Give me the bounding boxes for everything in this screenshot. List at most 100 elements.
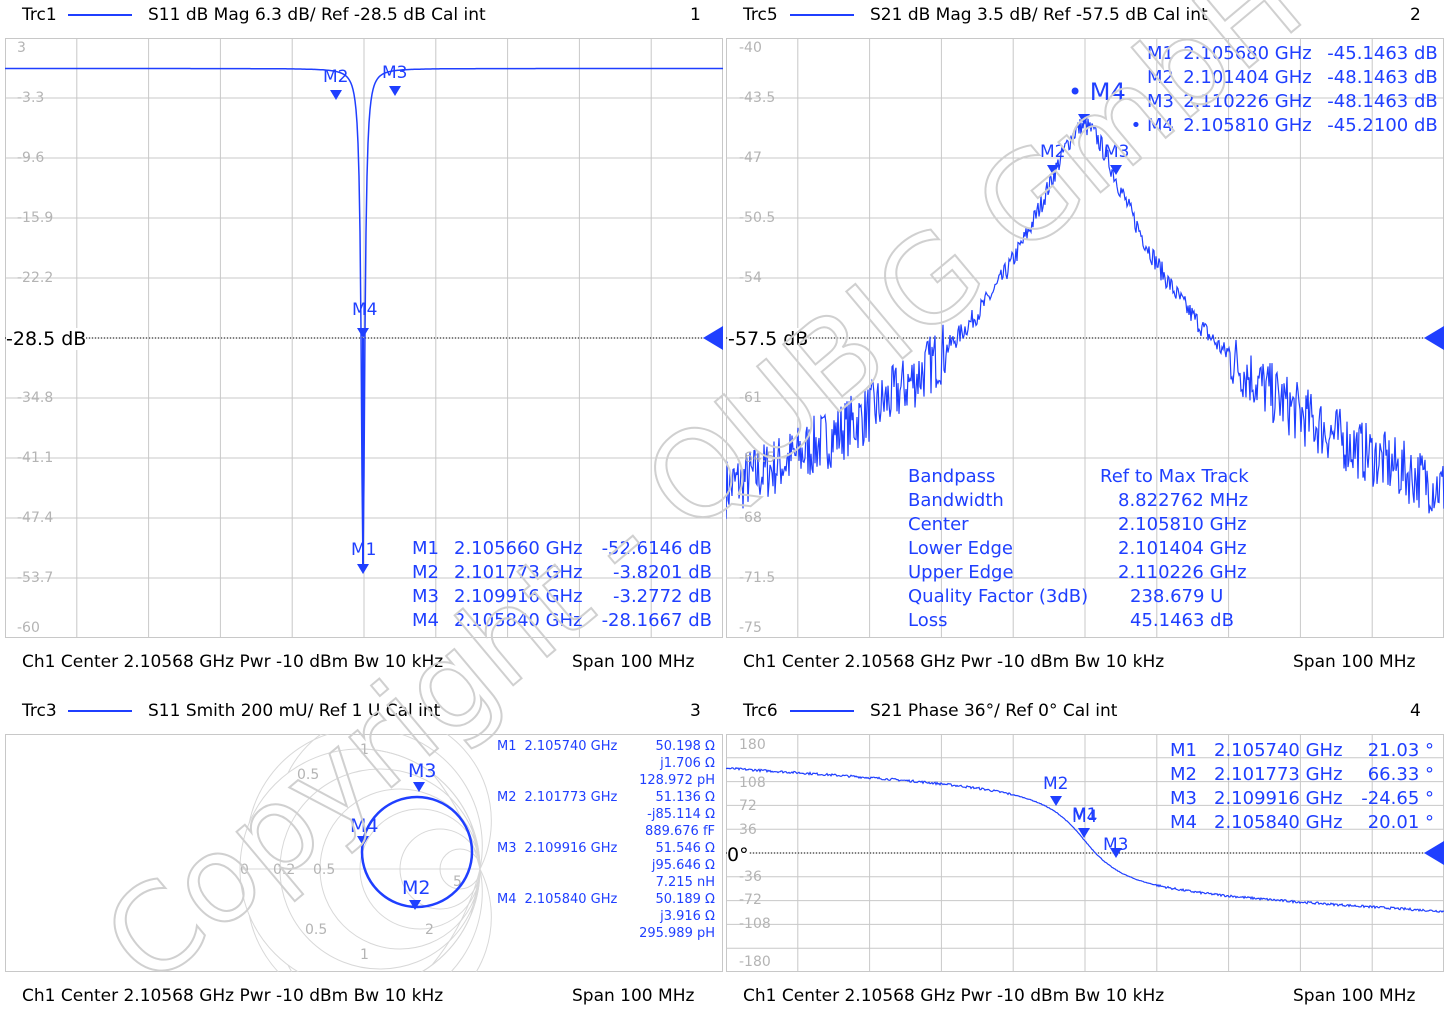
marker-row: 128.972 pH [639, 773, 715, 788]
reference-arrow [1424, 841, 1444, 865]
marker-m4-triangle [357, 328, 369, 338]
y-tick: -36 [739, 869, 762, 885]
channel-info[interactable]: Ch1 Center 2.10568 GHz Pwr -10 dBm Bw 10… [743, 652, 1165, 672]
trace-name[interactable]: Trc6 [743, 701, 778, 721]
bandpass-row: Upper Edge 2.110226 GHz [908, 562, 1247, 583]
channel-info[interactable]: Ch1 Center 2.10568 GHz Pwr -10 dBm Bw 10… [743, 986, 1165, 1006]
marker-label-m3[interactable]: M3 [1103, 835, 1129, 855]
marker-row: M3 2.109916 GHz 51.546 Ω [497, 841, 715, 856]
marker-label-m4[interactable]: • M4 [1068, 78, 1126, 106]
span-info[interactable]: Span 100 MHz [572, 986, 695, 1006]
marker-m2-triangle [330, 90, 342, 100]
marker-row: M1 2.105660 GHz -52.6146 dB [412, 538, 712, 559]
smith-chart-area[interactable]: 0 0.2 0.5 0.5 1 0.5 1 2 5 [5, 734, 723, 972]
y-tick: -40 [739, 40, 762, 56]
marker-label-m2[interactable]: M2 [1043, 774, 1069, 794]
marker-row: M3 2.109916 GHz -24.65 ° [1170, 788, 1434, 809]
trace-name[interactable]: Trc3 [22, 701, 57, 721]
smith-reactance-arc [248, 868, 483, 972]
diagram-area-1[interactable] [5, 38, 723, 638]
smith-grid-label: 1 [360, 947, 369, 963]
trace-measurement[interactable]: S21 dB Mag 3.5 dB/ Ref -57.5 dB Cal int [870, 5, 1208, 25]
smith-grid-label: 2 [425, 922, 434, 938]
marker-label-m1[interactable]: M1 [351, 540, 377, 560]
smith-reactance-arc [431, 868, 481, 966]
y-tick: -64.5 [739, 450, 776, 466]
marker-readout-table: M1 2.105740 GHz 21.03 ° M2 2.101773 GHz 66.3… [1170, 739, 1434, 835]
y-tick: 108 [739, 775, 766, 791]
diagram-number: 3 [690, 701, 701, 721]
marker-label-m4[interactable]: M4 [352, 300, 378, 320]
trace-name[interactable]: Trc5 [743, 5, 778, 25]
marker-row: M3 2.110226 GHz -48.1463 dB [1147, 91, 1438, 112]
marker-row: M1 2.105680 GHz -45.1463 dB [1147, 43, 1438, 64]
y-tick: -108 [739, 916, 771, 932]
channel-info[interactable]: Ch1 Center 2.10568 GHz Pwr -10 dBm Bw 10… [22, 652, 444, 672]
marker-m4-triangle [357, 836, 369, 846]
trace-measurement[interactable]: S11 Smith 200 mU/ Ref 1 U Cal int [148, 701, 441, 721]
marker-row: 889.676 fF [645, 824, 715, 839]
y-tick: -3.3 [17, 90, 45, 106]
trace-measurement[interactable]: S11 dB Mag 6.3 dB/ Ref -28.5 dB Cal int [148, 5, 486, 25]
marker-label-m4[interactable]: M4 [1072, 807, 1098, 827]
diagram-area-4[interactable] [726, 734, 1444, 972]
smith-reactance-arc [359, 748, 481, 870]
marker-label-m4[interactable]: M4 [350, 815, 379, 837]
diagram-number: 4 [1410, 701, 1421, 721]
marker-row: j95.646 Ω [651, 858, 715, 873]
marker-row: M4 2.105840 GHz 20.01 ° [1170, 812, 1434, 833]
channel-info[interactable]: Ch1 Center 2.10568 GHz Pwr -10 dBm Bw 10… [22, 986, 444, 1006]
reference-level-label[interactable]: -28.5 dB [6, 328, 87, 350]
smith-grid-label: 0.2 [273, 862, 295, 878]
bandpass-row: Center 2.105810 GHz [908, 514, 1247, 535]
bandpass-row: Lower Edge 2.101404 GHz [908, 538, 1247, 559]
smith-grid-label: 0.5 [297, 767, 319, 783]
phase-trace [726, 767, 1444, 913]
trace-legend-line [790, 710, 854, 712]
bandpass-results: Bandpass Ref to Max Track Bandwidth 8.8227… [908, 465, 1249, 633]
marker-row: M2 2.101773 GHz 66.33 ° [1170, 764, 1434, 785]
y-tick: -41.1 [17, 450, 54, 466]
marker-label-m1[interactable]: M1 [1072, 805, 1098, 825]
y-tick: 72 [739, 798, 757, 814]
marker-label-m2[interactable]: M2 [323, 67, 349, 87]
y-tick: -47.4 [17, 510, 54, 526]
marker-row: M2 2.101773 GHz -3.8201 dB [412, 562, 712, 583]
y-tick: -34.8 [17, 390, 54, 406]
reference-level-label[interactable]: 0° [727, 844, 749, 866]
span-info[interactable]: Span 100 MHz [1293, 652, 1416, 672]
y-tick: -68 [739, 510, 762, 526]
smith-reactance-arc [287, 734, 492, 870]
s11-smith-trace [360, 795, 474, 909]
marker-row: M4 2.105840 GHz 50.189 Ω [497, 892, 715, 907]
marker-row: M4 2.105840 GHz -28.1667 dB [412, 610, 712, 631]
reference-level-label[interactable]: -57.5 dB [728, 328, 809, 350]
trace-name[interactable]: Trc1 [22, 5, 57, 25]
marker-m1-triangle [357, 564, 369, 574]
reference-arrow [1424, 326, 1444, 350]
marker-label-m3[interactable]: M3 [408, 760, 437, 782]
marker-label-m2[interactable]: M2 [402, 877, 431, 899]
smith-grid-label: 0.5 [313, 862, 335, 878]
span-info[interactable]: Span 100 MHz [572, 652, 695, 672]
y-tick: -9.6 [17, 150, 45, 166]
marker-m3-triangle [1110, 165, 1122, 175]
marker-row: 295.989 pH [639, 926, 715, 941]
marker-row: -j85.114 Ω [647, 807, 715, 822]
bandpass-row: Quality Factor (3dB) 238.679 U [908, 586, 1224, 607]
diagram-number: 1 [690, 5, 701, 25]
span-info[interactable]: Span 100 MHz [1293, 986, 1416, 1006]
y-tick: 180 [739, 737, 766, 753]
marker-label-m3[interactable]: M3 [382, 63, 408, 83]
trace-legend-line [68, 710, 132, 712]
y-tick: -71.5 [739, 570, 776, 586]
marker-m4-triangle [1078, 114, 1090, 124]
marker-row: M2 2.101773 GHz 51.136 Ω [497, 790, 715, 805]
smith-grid-label: 5 [453, 874, 462, 890]
trace-measurement[interactable]: S21 Phase 36°/ Ref 0° Cal int [870, 701, 1118, 721]
diagram-number: 2 [1410, 5, 1421, 25]
smith-reactance-arc [420, 868, 481, 972]
marker-label-m3[interactable]: M3 [1104, 142, 1130, 162]
marker-label-m2[interactable]: M2 [1040, 142, 1066, 162]
smith-grid-label: 1 [360, 742, 369, 758]
